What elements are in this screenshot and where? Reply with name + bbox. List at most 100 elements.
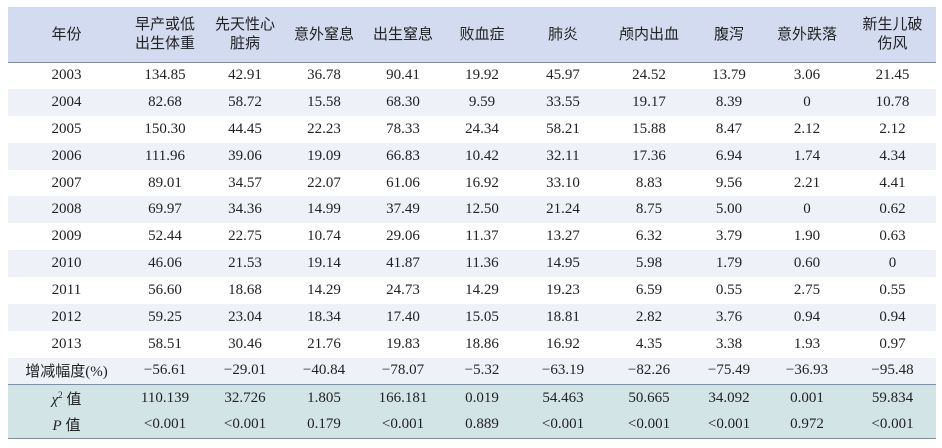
rate-cell: 3.79 bbox=[715, 228, 743, 245]
rate-cell: 14.29 bbox=[465, 282, 499, 299]
p-value-cell: <0.001 bbox=[849, 411, 936, 440]
change-rate-cell: −56.61 bbox=[125, 357, 205, 386]
chi-square-cell: 50.665 bbox=[628, 389, 670, 406]
header-year: 年份 bbox=[8, 7, 125, 63]
rate-cell: 2.12 bbox=[793, 120, 821, 137]
rate-cell: 90.41 bbox=[386, 67, 420, 84]
year-cell: 2008 bbox=[51, 201, 82, 218]
rate-cell: 3.38 bbox=[715, 335, 743, 352]
rate-cell: 17.40 bbox=[386, 308, 420, 325]
rate-cell: 0 bbox=[803, 201, 811, 218]
rate-cell: 15.88 bbox=[632, 120, 666, 137]
rate-cell: 24.34 bbox=[465, 120, 499, 137]
change-rate-cell: −82.26 bbox=[605, 357, 693, 386]
rate-cell: 21.45 bbox=[875, 67, 910, 84]
chi-square-cell: 32.726 bbox=[224, 389, 266, 406]
rate-cell: 82.68 bbox=[148, 93, 182, 110]
rate-cell: 39.06 bbox=[228, 147, 262, 164]
rate-cell: 69.97 bbox=[148, 201, 182, 218]
rate-cell: 42.91 bbox=[228, 67, 262, 84]
p-value-cell: <0.001 bbox=[125, 411, 205, 440]
rate-cell: 61.06 bbox=[386, 174, 420, 191]
rate-cell: 56.60 bbox=[148, 282, 182, 299]
year-cell: 2011 bbox=[51, 282, 82, 299]
rate-cell: 8.47 bbox=[715, 120, 743, 137]
rate-cell: 6.32 bbox=[635, 228, 663, 245]
rate-cell: 0.60 bbox=[793, 255, 821, 272]
rate-cell: 19.92 bbox=[465, 67, 499, 84]
rate-cell: 23.04 bbox=[228, 308, 262, 325]
rate-cell: 15.58 bbox=[307, 93, 341, 110]
p-value-cell: 0.889 bbox=[443, 411, 521, 440]
header-preterm: 早产或低 出生体重 bbox=[125, 7, 205, 63]
rate-cell: 46.06 bbox=[148, 255, 182, 272]
chi-sup: 2 bbox=[58, 389, 63, 400]
rate-cell: 21.76 bbox=[307, 335, 341, 352]
rate-cell: 4.34 bbox=[879, 147, 906, 164]
rate-cell: 19.14 bbox=[307, 255, 341, 272]
rate-cell: 18.34 bbox=[307, 308, 341, 325]
chi-square-cell: 0.001 bbox=[790, 389, 824, 406]
rate-cell: 19.23 bbox=[546, 282, 580, 299]
rate-cell: 52.44 bbox=[148, 228, 182, 245]
rate-cell: 14.99 bbox=[307, 201, 341, 218]
year-cell: 2012 bbox=[51, 308, 82, 325]
change-rate-cell: −40.84 bbox=[285, 357, 363, 386]
year-cell: 2003 bbox=[51, 67, 82, 84]
rate-cell: 4.41 bbox=[879, 174, 906, 191]
rate-cell: 9.59 bbox=[468, 93, 496, 110]
rate-cell: 18.68 bbox=[228, 282, 262, 299]
change-rate-label: 增减幅度(%) bbox=[8, 357, 125, 386]
rate-cell: 34.36 bbox=[228, 201, 262, 218]
rate-cell: 13.27 bbox=[546, 228, 580, 245]
rate-cell: 150.30 bbox=[144, 120, 186, 137]
header-accidental-suffocation: 意外窒息 bbox=[285, 7, 363, 63]
rate-cell: 2.12 bbox=[879, 120, 906, 137]
change-rate-cell: −63.19 bbox=[521, 357, 605, 386]
rate-cell: 34.57 bbox=[228, 174, 262, 191]
rate-cell: 37.49 bbox=[386, 201, 420, 218]
rate-cell: 0.55 bbox=[715, 282, 743, 299]
change-rate-cell: −75.49 bbox=[693, 357, 765, 386]
rate-cell: 16.92 bbox=[465, 174, 499, 191]
year-cell: 2004 bbox=[51, 93, 82, 110]
rate-cell: 3.76 bbox=[715, 308, 743, 325]
rate-cell: 22.07 bbox=[307, 174, 341, 191]
rate-cell: 22.75 bbox=[228, 228, 262, 245]
p-suffix: 值 bbox=[61, 418, 81, 435]
rate-cell: 32.11 bbox=[546, 147, 580, 164]
rate-cell: 6.59 bbox=[635, 282, 663, 299]
p-value-cell: <0.001 bbox=[363, 411, 443, 440]
rate-cell: 15.05 bbox=[465, 308, 499, 325]
rate-cell: 22.23 bbox=[307, 120, 341, 137]
table-row: 2007 89.01 34.57 22.07 61.06 16.92 33.10 8.83 9.… bbox=[8, 169, 936, 197]
rate-cell: 33.55 bbox=[546, 93, 580, 110]
chi-square-cell: 54.463 bbox=[542, 389, 584, 406]
chi-square-cell: 166.181 bbox=[378, 389, 428, 406]
p-value-cell: <0.001 bbox=[693, 411, 765, 440]
p-value-cell: 0.179 bbox=[285, 411, 363, 440]
change-rate-cell: −78.07 bbox=[363, 357, 443, 386]
header-sepsis: 败血症 bbox=[443, 7, 521, 63]
rate-cell: 0.94 bbox=[793, 308, 821, 325]
change-rate-cell: −95.48 bbox=[849, 357, 936, 386]
rate-cell: 0.55 bbox=[879, 282, 906, 299]
rate-cell: 59.25 bbox=[148, 308, 182, 325]
table-row: 2009 52.44 22.75 10.74 29.06 11.37 13.27 6.32 3.… bbox=[8, 223, 936, 251]
header-pneumonia: 肺炎 bbox=[521, 7, 605, 63]
rate-cell: 6.94 bbox=[715, 147, 743, 164]
table-row: 2013 58.51 30.46 21.76 19.83 18.86 16.92 4.35 3.… bbox=[8, 330, 936, 358]
rate-cell: 0.94 bbox=[879, 308, 906, 325]
p-value-cell: <0.001 bbox=[521, 411, 605, 440]
table-row: 2008 69.97 34.36 14.99 37.49 12.50 21.24 8.75 5.… bbox=[8, 196, 936, 224]
p-value-label: P 值 bbox=[8, 411, 125, 440]
rate-cell: 14.29 bbox=[307, 282, 341, 299]
rate-cell: 21.24 bbox=[546, 201, 580, 218]
rate-cell: 14.95 bbox=[546, 255, 580, 272]
rate-cell: 0 bbox=[803, 93, 811, 110]
rate-cell: 16.92 bbox=[546, 335, 580, 352]
chi-square-row: χ2 值 110.139 32.726 1.805 166.181 0.019 54.46… bbox=[8, 384, 936, 412]
rate-cell: 111.96 bbox=[144, 147, 186, 164]
year-cell: 2005 bbox=[51, 120, 82, 137]
year-cell: 2007 bbox=[51, 174, 82, 191]
